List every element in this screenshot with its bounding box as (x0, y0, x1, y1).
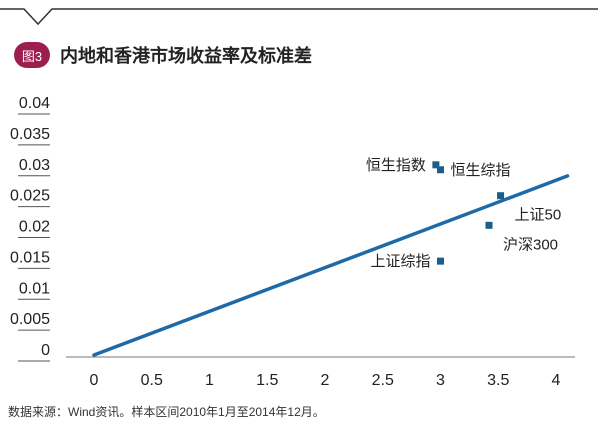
x-tick-label: 1.5 (256, 372, 278, 389)
y-tick-label: 0.04 (19, 95, 50, 112)
x-tick-label: 3.5 (487, 372, 509, 389)
x-axis: 0 0.5 1 1.5 2 2.5 3 3.5 4 (66, 356, 575, 389)
figure-badge: 图3 (14, 42, 50, 68)
y-tick-label: 0.03 (19, 157, 50, 174)
source-note: 数据来源：Wind资讯。样本区间2010年1月至2014年12月。 (8, 405, 325, 419)
data-label: 上证50 (515, 207, 562, 224)
title-row: 图3 内地和香港市场收益率及标准差 (14, 40, 312, 70)
data-point (497, 192, 505, 200)
chart-title: 内地和香港市场收益率及标准差 (60, 46, 312, 66)
x-tick-label: 4 (552, 372, 561, 389)
data-point (437, 166, 444, 174)
x-tick-label: 0 (90, 372, 99, 389)
data-label: 恒生综指 (451, 162, 511, 179)
data-point (432, 161, 440, 169)
y-axis: 0 0.005 0.01 0.015 0.02 0.025 0.03 0.035 0.04 (10, 95, 50, 362)
y-tick-label: 0.025 (10, 188, 50, 205)
data-label: 上证综指 (370, 253, 430, 270)
data-label: 恒生指数 (366, 157, 426, 174)
y-tick-label: 0 (41, 342, 50, 359)
x-tick-label: 2 (321, 372, 330, 389)
x-tick-label: 2.5 (372, 372, 394, 389)
header-rule (0, 8, 598, 26)
data-point (485, 221, 493, 229)
trend-line-group (92, 174, 570, 357)
x-tick-label: 3 (436, 372, 445, 389)
y-tick-label: 0.015 (10, 249, 50, 266)
y-tick-label: 0.01 (19, 280, 50, 297)
y-tick-label: 0.005 (10, 311, 50, 328)
x-tick-label: 0.5 (141, 372, 163, 389)
trend-line (92, 174, 570, 357)
data-label: 沪深300 (503, 236, 558, 253)
y-tick-label: 0.035 (10, 126, 50, 143)
x-tick-label: 1 (205, 372, 214, 389)
data-point (437, 257, 444, 265)
y-tick-label: 0.02 (19, 219, 50, 236)
